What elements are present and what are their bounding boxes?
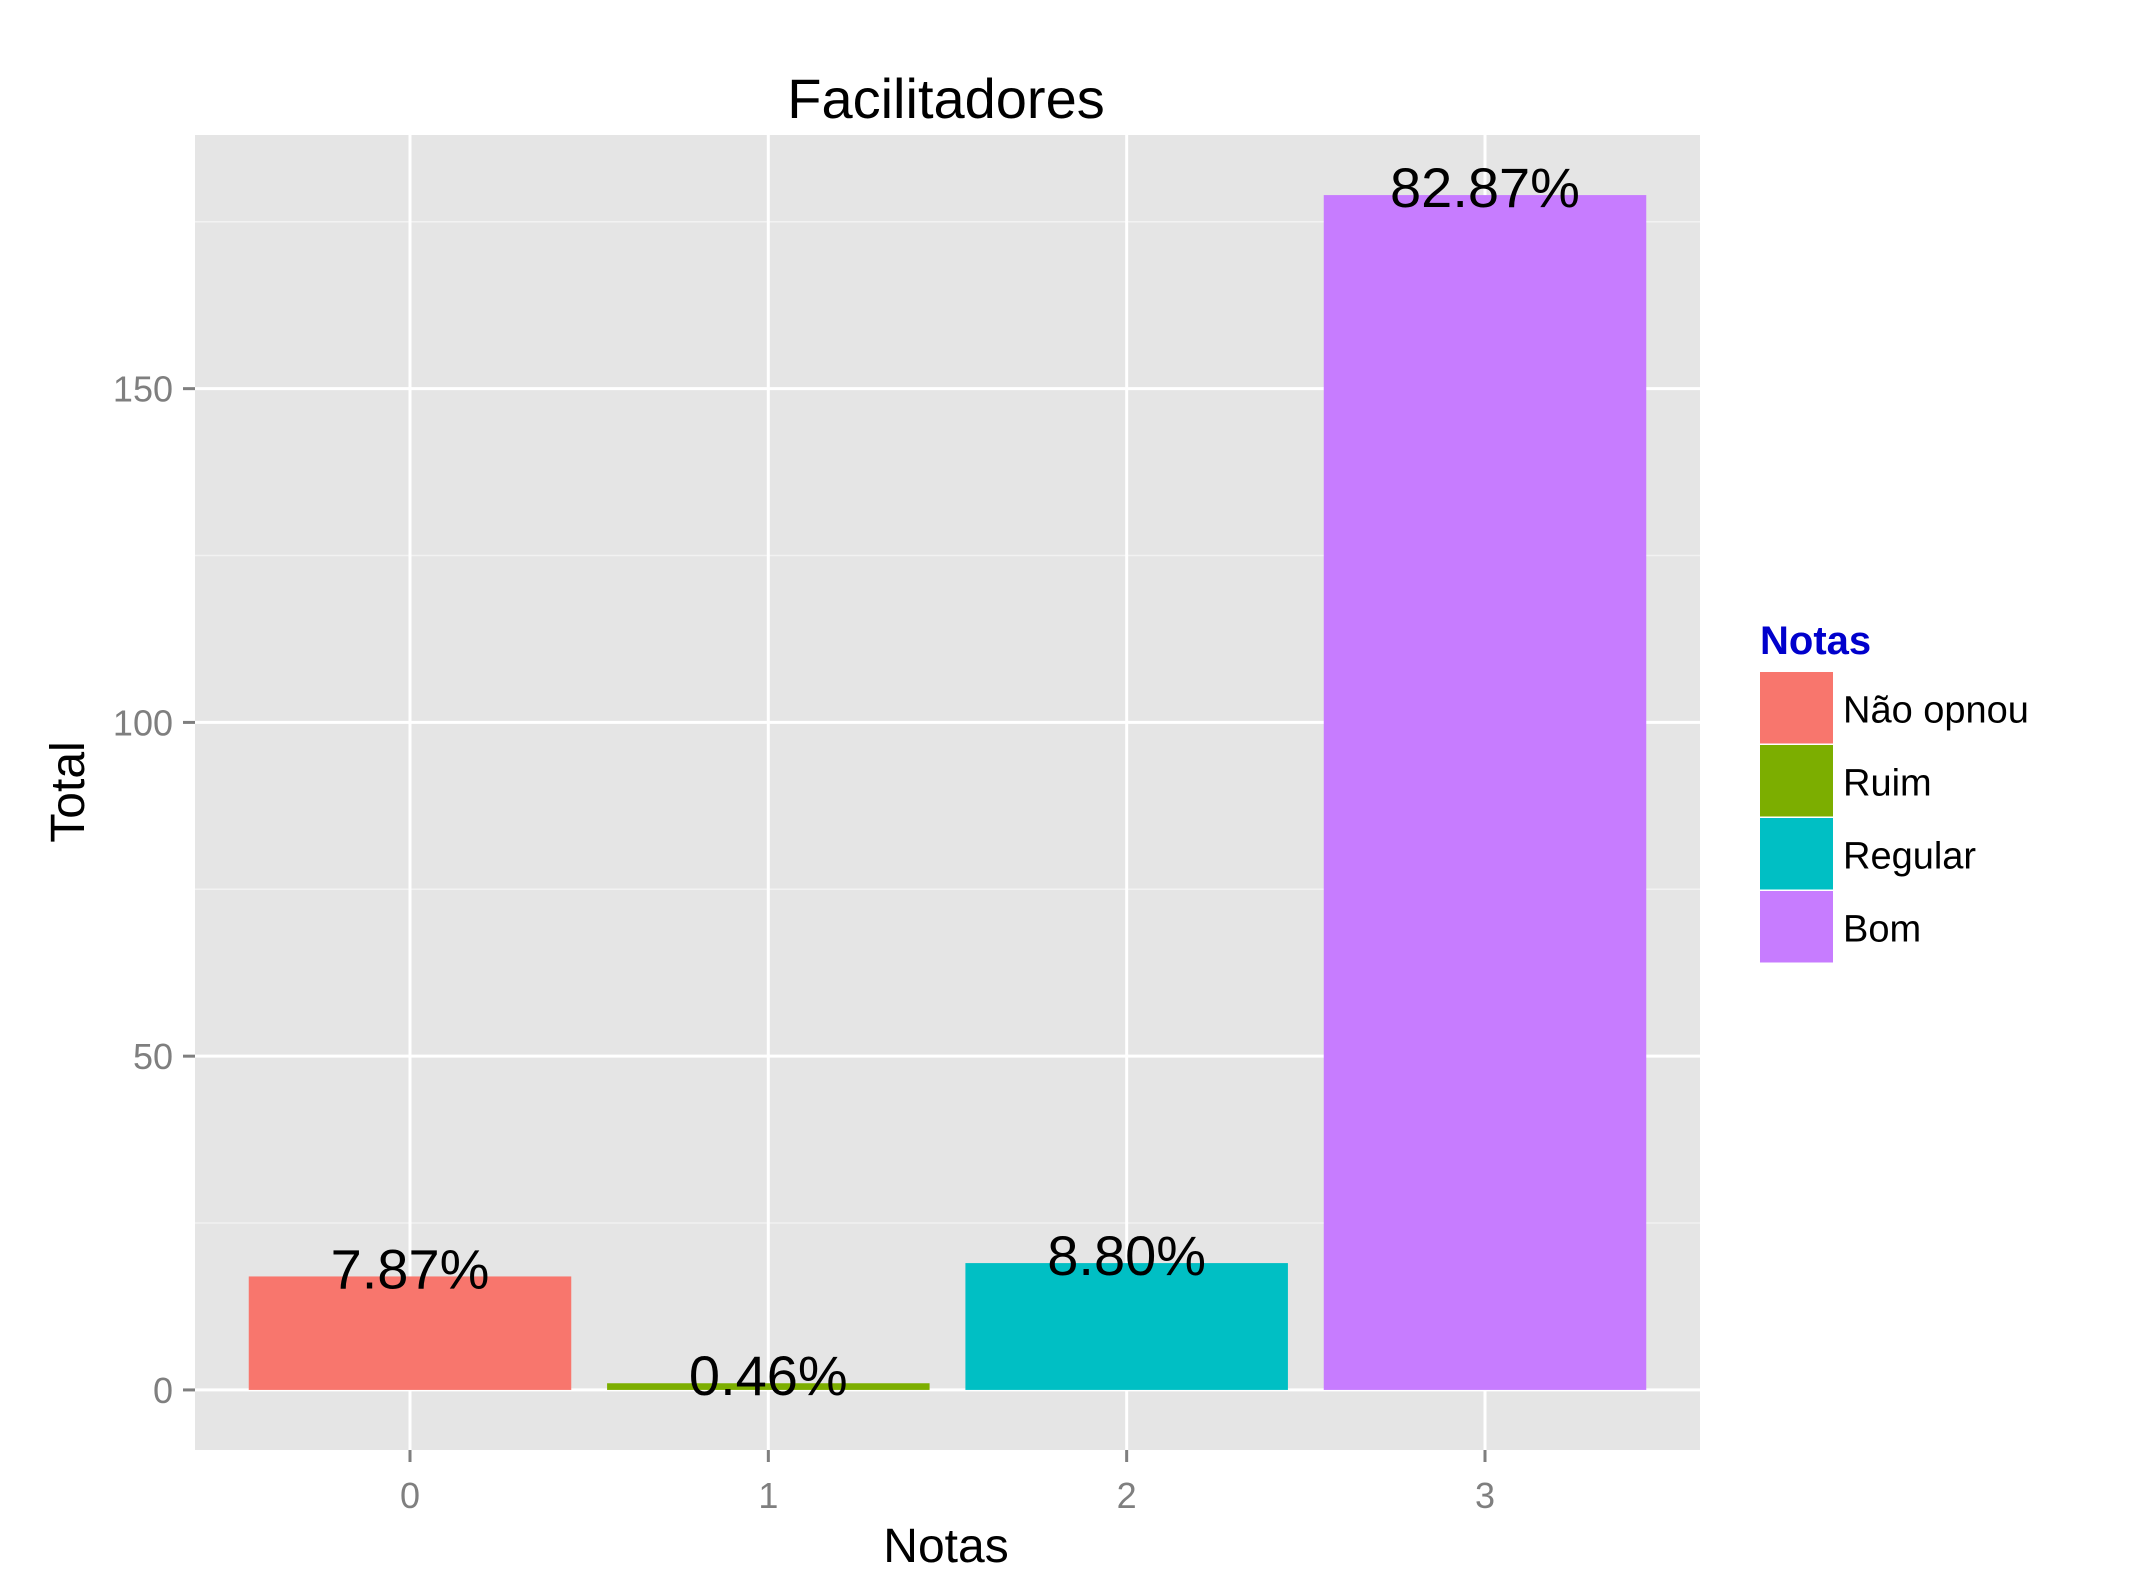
legend-title: Notas — [1760, 619, 1871, 663]
legend-key-0 — [1760, 672, 1833, 744]
chart-title: Facilitadores — [787, 67, 1104, 130]
bar-label-3: 82.87% — [1390, 156, 1580, 219]
legend-key-3 — [1760, 891, 1833, 963]
x-axis: 0 1 2 3 — [400, 1450, 1495, 1516]
bar-1 — [607, 1383, 930, 1390]
legend-label-1: Ruim — [1843, 763, 1932, 805]
bar-2 — [965, 1263, 1288, 1390]
legend-key-1 — [1760, 745, 1833, 817]
bar-labels: 7.87% 0.46% 8.80% 82.87% — [331, 156, 1580, 1407]
x-tick-label-2: 2 — [1117, 1475, 1137, 1516]
bar-label-2: 8.80% — [1047, 1224, 1206, 1287]
bar-label-0: 7.87% — [331, 1237, 490, 1300]
x-tick-label-0: 0 — [400, 1475, 420, 1516]
y-tick-label: 0 — [153, 1370, 173, 1411]
legend-label-2: Regular — [1843, 836, 1976, 878]
y-tick-label: 150 — [113, 369, 173, 410]
y-axis: 0 50 100 150 — [113, 369, 195, 1411]
x-tick-label-1: 1 — [758, 1475, 778, 1516]
y-axis-title: Total — [42, 741, 95, 842]
legend-key-2 — [1760, 818, 1833, 890]
y-tick-label: 100 — [113, 702, 173, 743]
legend-entries: Não opnou Ruim Regular Bom — [1760, 672, 2029, 963]
bars — [248, 195, 1647, 1390]
y-tick-label: 50 — [133, 1036, 173, 1077]
legend: Notas Não opnou Ruim Regular Bom — [1760, 619, 2029, 963]
bar-3 — [1323, 195, 1647, 1390]
x-tick-label-3: 3 — [1475, 1475, 1495, 1516]
legend-label-3: Bom — [1843, 909, 1921, 951]
legend-label-0: Não opnou — [1843, 690, 2029, 732]
bar-0 — [248, 1276, 572, 1390]
x-axis-title: Notas — [883, 1520, 1008, 1573]
bar-label-1: 0.46% — [689, 1344, 848, 1407]
